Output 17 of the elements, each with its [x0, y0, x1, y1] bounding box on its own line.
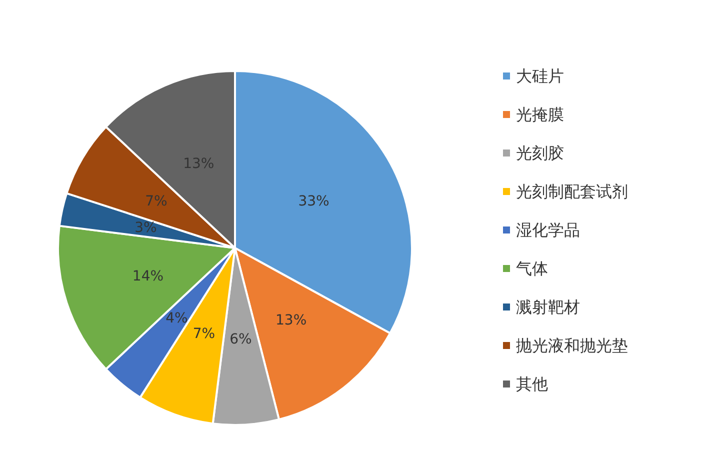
legend-label: 大硅片	[516, 66, 564, 86]
data-label: 33%	[298, 193, 330, 210]
legend-label: 气体	[516, 259, 548, 278]
legend-label: 湿化学品	[516, 220, 580, 240]
legend-label: 光刻制配套试剂	[516, 182, 628, 201]
data-label: 7%	[192, 326, 216, 342]
data-label: 13%	[276, 312, 307, 328]
data-label: 3%	[134, 220, 157, 236]
data-label: 4%	[166, 310, 188, 326]
legend-label: 其他	[516, 374, 548, 394]
legend-label: 抛光液和抛光垫	[516, 336, 628, 355]
data-label: 14%	[132, 268, 164, 284]
legend-label: 溅射靶材	[516, 298, 580, 316]
data-label: 6%	[230, 331, 252, 348]
data-label: 7%	[145, 193, 168, 210]
legend-label: 光刻胶	[516, 144, 564, 162]
legend-label: 光掩膜	[516, 105, 564, 124]
